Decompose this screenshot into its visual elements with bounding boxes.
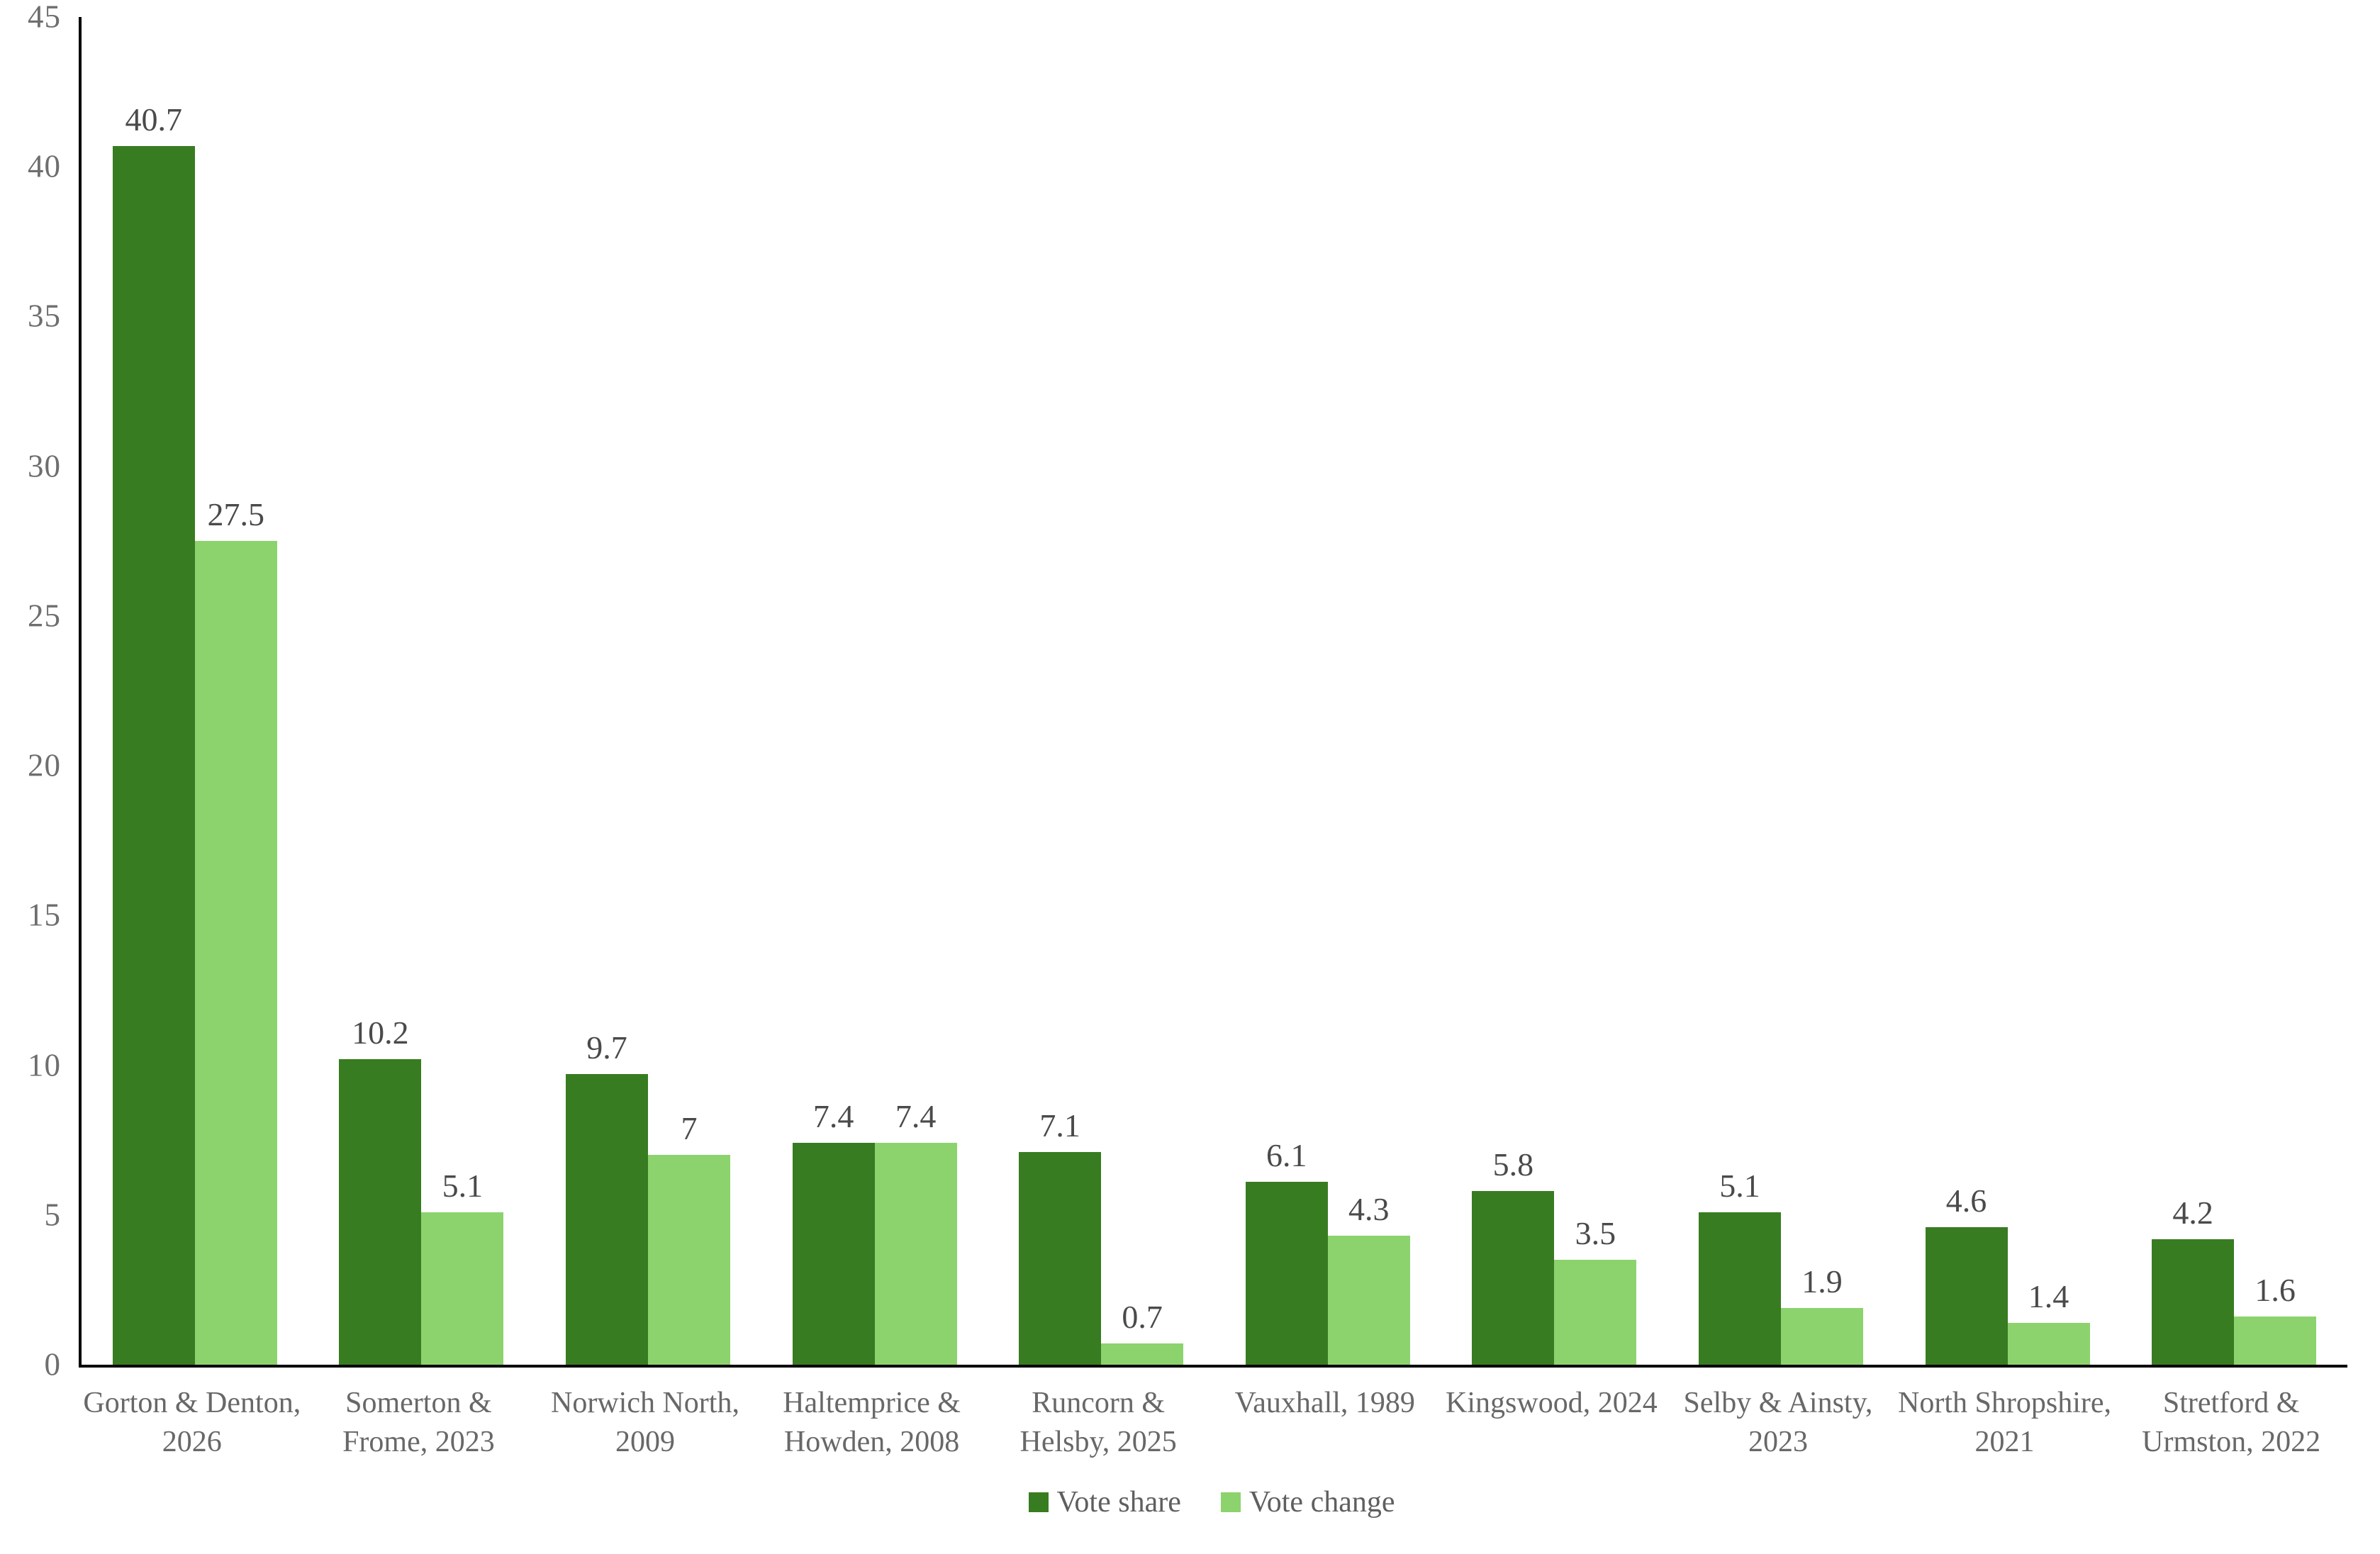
category-label: North Shropshire, 2021 bbox=[1892, 1384, 2118, 1463]
legend-item: Vote change bbox=[1220, 1486, 1395, 1519]
bar-value-label: 4.3 bbox=[1348, 1191, 1390, 1228]
y-tick-label: 40 bbox=[28, 148, 61, 184]
bar-value-label: 1.9 bbox=[1801, 1263, 1843, 1299]
bar-value-label: 10.2 bbox=[352, 1014, 409, 1051]
y-tick-label: 15 bbox=[28, 897, 61, 933]
bar-value-label: 7.1 bbox=[1039, 1107, 1080, 1144]
bar-value-label: 0.7 bbox=[1122, 1299, 1163, 1336]
bar-vote-change: 1.9 bbox=[1780, 1265, 1863, 1365]
category-label: Norwich North, 2009 bbox=[532, 1384, 759, 1463]
bar-vote-change: 3.5 bbox=[1554, 1217, 1637, 1365]
category-label-text: Selby & Ainsty, 2023 bbox=[1683, 1387, 1873, 1459]
y-tick-label: 45 bbox=[28, 0, 61, 35]
category-label-text: Kingswood, 2024 bbox=[1446, 1387, 1658, 1419]
bar-group: 6.1 4.3 bbox=[1214, 17, 1441, 1365]
category-label-text: Vauxhall, 1989 bbox=[1234, 1387, 1415, 1419]
category-label-text: Somerton & Frome, 2023 bbox=[342, 1387, 495, 1459]
bar-value-label: 4.2 bbox=[2172, 1194, 2213, 1231]
plot-area: 40.7 27.5 10.2 5.1 9.7 7 7.4 7.4 7.1 0.7 6.1 4.3 5.8… bbox=[79, 17, 2347, 1368]
y-tick-label: 30 bbox=[28, 448, 61, 484]
bar-vote-change: 27.5 bbox=[194, 498, 277, 1365]
bar-vote-change: 4.3 bbox=[1327, 1193, 1410, 1365]
bar-vote-share: 5.1 bbox=[1698, 1169, 1781, 1365]
category-label: Stretford & Urmston, 2022 bbox=[2118, 1384, 2345, 1463]
bar-vote-share: 9.7 bbox=[565, 1032, 648, 1365]
category-label: Selby & Ainsty, 2023 bbox=[1665, 1384, 1892, 1463]
y-tick-label: 25 bbox=[28, 598, 61, 634]
bar-vote-share: 5.8 bbox=[1472, 1148, 1555, 1365]
y-tick-label: 0 bbox=[44, 1346, 61, 1382]
bar-group: 7.1 0.7 bbox=[988, 17, 1214, 1365]
bar-value-label: 40.7 bbox=[125, 101, 183, 138]
bar-group: 5.1 1.9 bbox=[1667, 17, 1894, 1365]
bar-vote-share: 6.1 bbox=[1245, 1139, 1328, 1365]
category-axis: Gorton & Denton, 2026 Somerton & Frome, 2… bbox=[79, 1384, 2345, 1463]
bar-group: 9.7 7 bbox=[535, 17, 761, 1365]
legend: Vote share Vote change bbox=[79, 1487, 2345, 1517]
bar-group: 40.7 27.5 bbox=[82, 17, 308, 1365]
bar-vote-change: 1.6 bbox=[2234, 1274, 2317, 1365]
category-label-text: Haltemprice & Howden, 2008 bbox=[783, 1387, 961, 1459]
bar-value-label: 27.5 bbox=[207, 496, 265, 533]
category-label: Runcorn & Helsby, 2025 bbox=[985, 1384, 1212, 1463]
bar-vote-share: 7.1 bbox=[1019, 1109, 1102, 1365]
bar-group: 10.2 5.1 bbox=[308, 17, 535, 1365]
bar-value-label: 5.8 bbox=[1492, 1146, 1534, 1183]
bar-vote-change: 7 bbox=[647, 1112, 730, 1365]
bar-vote-share: 10.2 bbox=[339, 1017, 422, 1365]
bar-vote-change: 5.1 bbox=[421, 1169, 504, 1365]
bar-value-label: 5.1 bbox=[1719, 1167, 1760, 1204]
category-label-text: Norwich North, 2009 bbox=[551, 1387, 739, 1459]
bar-value-label: 3.5 bbox=[1575, 1215, 1616, 1252]
category-label: Kingswood, 2024 bbox=[1438, 1384, 1665, 1463]
bar-vote-change: 1.4 bbox=[2007, 1280, 2090, 1365]
bar-value-label: 1.6 bbox=[2255, 1272, 2296, 1309]
bar-value-label: 7 bbox=[681, 1110, 698, 1147]
y-tick-label: 10 bbox=[28, 1047, 61, 1083]
legend-label: Vote change bbox=[1248, 1486, 1395, 1519]
bar-group: 4.2 1.6 bbox=[2121, 17, 2347, 1365]
bar-value-label: 7.4 bbox=[895, 1098, 937, 1135]
bar-value-label: 7.4 bbox=[812, 1098, 854, 1135]
bar-vote-share: 40.7 bbox=[112, 103, 195, 1365]
y-tick-label: 5 bbox=[44, 1197, 61, 1233]
category-label: Somerton & Frome, 2023 bbox=[306, 1384, 532, 1463]
legend-swatch-icon bbox=[1028, 1492, 1049, 1512]
category-label: Haltemprice & Howden, 2008 bbox=[759, 1384, 985, 1463]
legend-swatch-icon bbox=[1220, 1492, 1241, 1512]
bar-vote-share: 4.6 bbox=[1925, 1184, 2008, 1365]
bar-vote-change: 7.4 bbox=[874, 1100, 957, 1365]
bar-vote-change: 0.7 bbox=[1101, 1301, 1184, 1365]
plot-groups: 40.7 27.5 10.2 5.1 9.7 7 7.4 7.4 7.1 0.7 6.1 4.3 5.8… bbox=[82, 17, 2347, 1365]
bar-vote-share: 4.2 bbox=[2152, 1196, 2235, 1365]
bar-value-label: 1.4 bbox=[2028, 1278, 2069, 1314]
y-tick-label: 20 bbox=[28, 747, 61, 783]
category-label-text: Stretford & Urmston, 2022 bbox=[2142, 1387, 2321, 1459]
category-label: Vauxhall, 1989 bbox=[1212, 1384, 1438, 1463]
category-label-text: North Shropshire, 2021 bbox=[1898, 1387, 2112, 1459]
category-label: Gorton & Denton, 2026 bbox=[79, 1384, 306, 1463]
legend-label: Vote share bbox=[1056, 1486, 1181, 1519]
bar-value-label: 4.6 bbox=[1945, 1182, 1987, 1219]
legend-item: Vote share bbox=[1028, 1486, 1181, 1519]
category-label-text: Runcorn & Helsby, 2025 bbox=[1019, 1387, 1177, 1459]
y-tick-label: 35 bbox=[28, 298, 61, 334]
bar-group: 7.4 7.4 bbox=[761, 17, 988, 1365]
y-axis: 0 5 10 15 20 25 30 35 40 45 bbox=[0, 1, 61, 1380]
bar-vote-share: 7.4 bbox=[792, 1100, 875, 1365]
bar-value-label: 5.1 bbox=[442, 1167, 484, 1204]
bar-group: 5.8 3.5 bbox=[1441, 17, 1668, 1365]
bar-value-label: 6.1 bbox=[1266, 1137, 1307, 1174]
category-label-text: Gorton & Denton, 2026 bbox=[83, 1387, 301, 1459]
bar-group: 4.6 1.4 bbox=[1894, 17, 2121, 1365]
bar-value-label: 9.7 bbox=[586, 1029, 627, 1066]
